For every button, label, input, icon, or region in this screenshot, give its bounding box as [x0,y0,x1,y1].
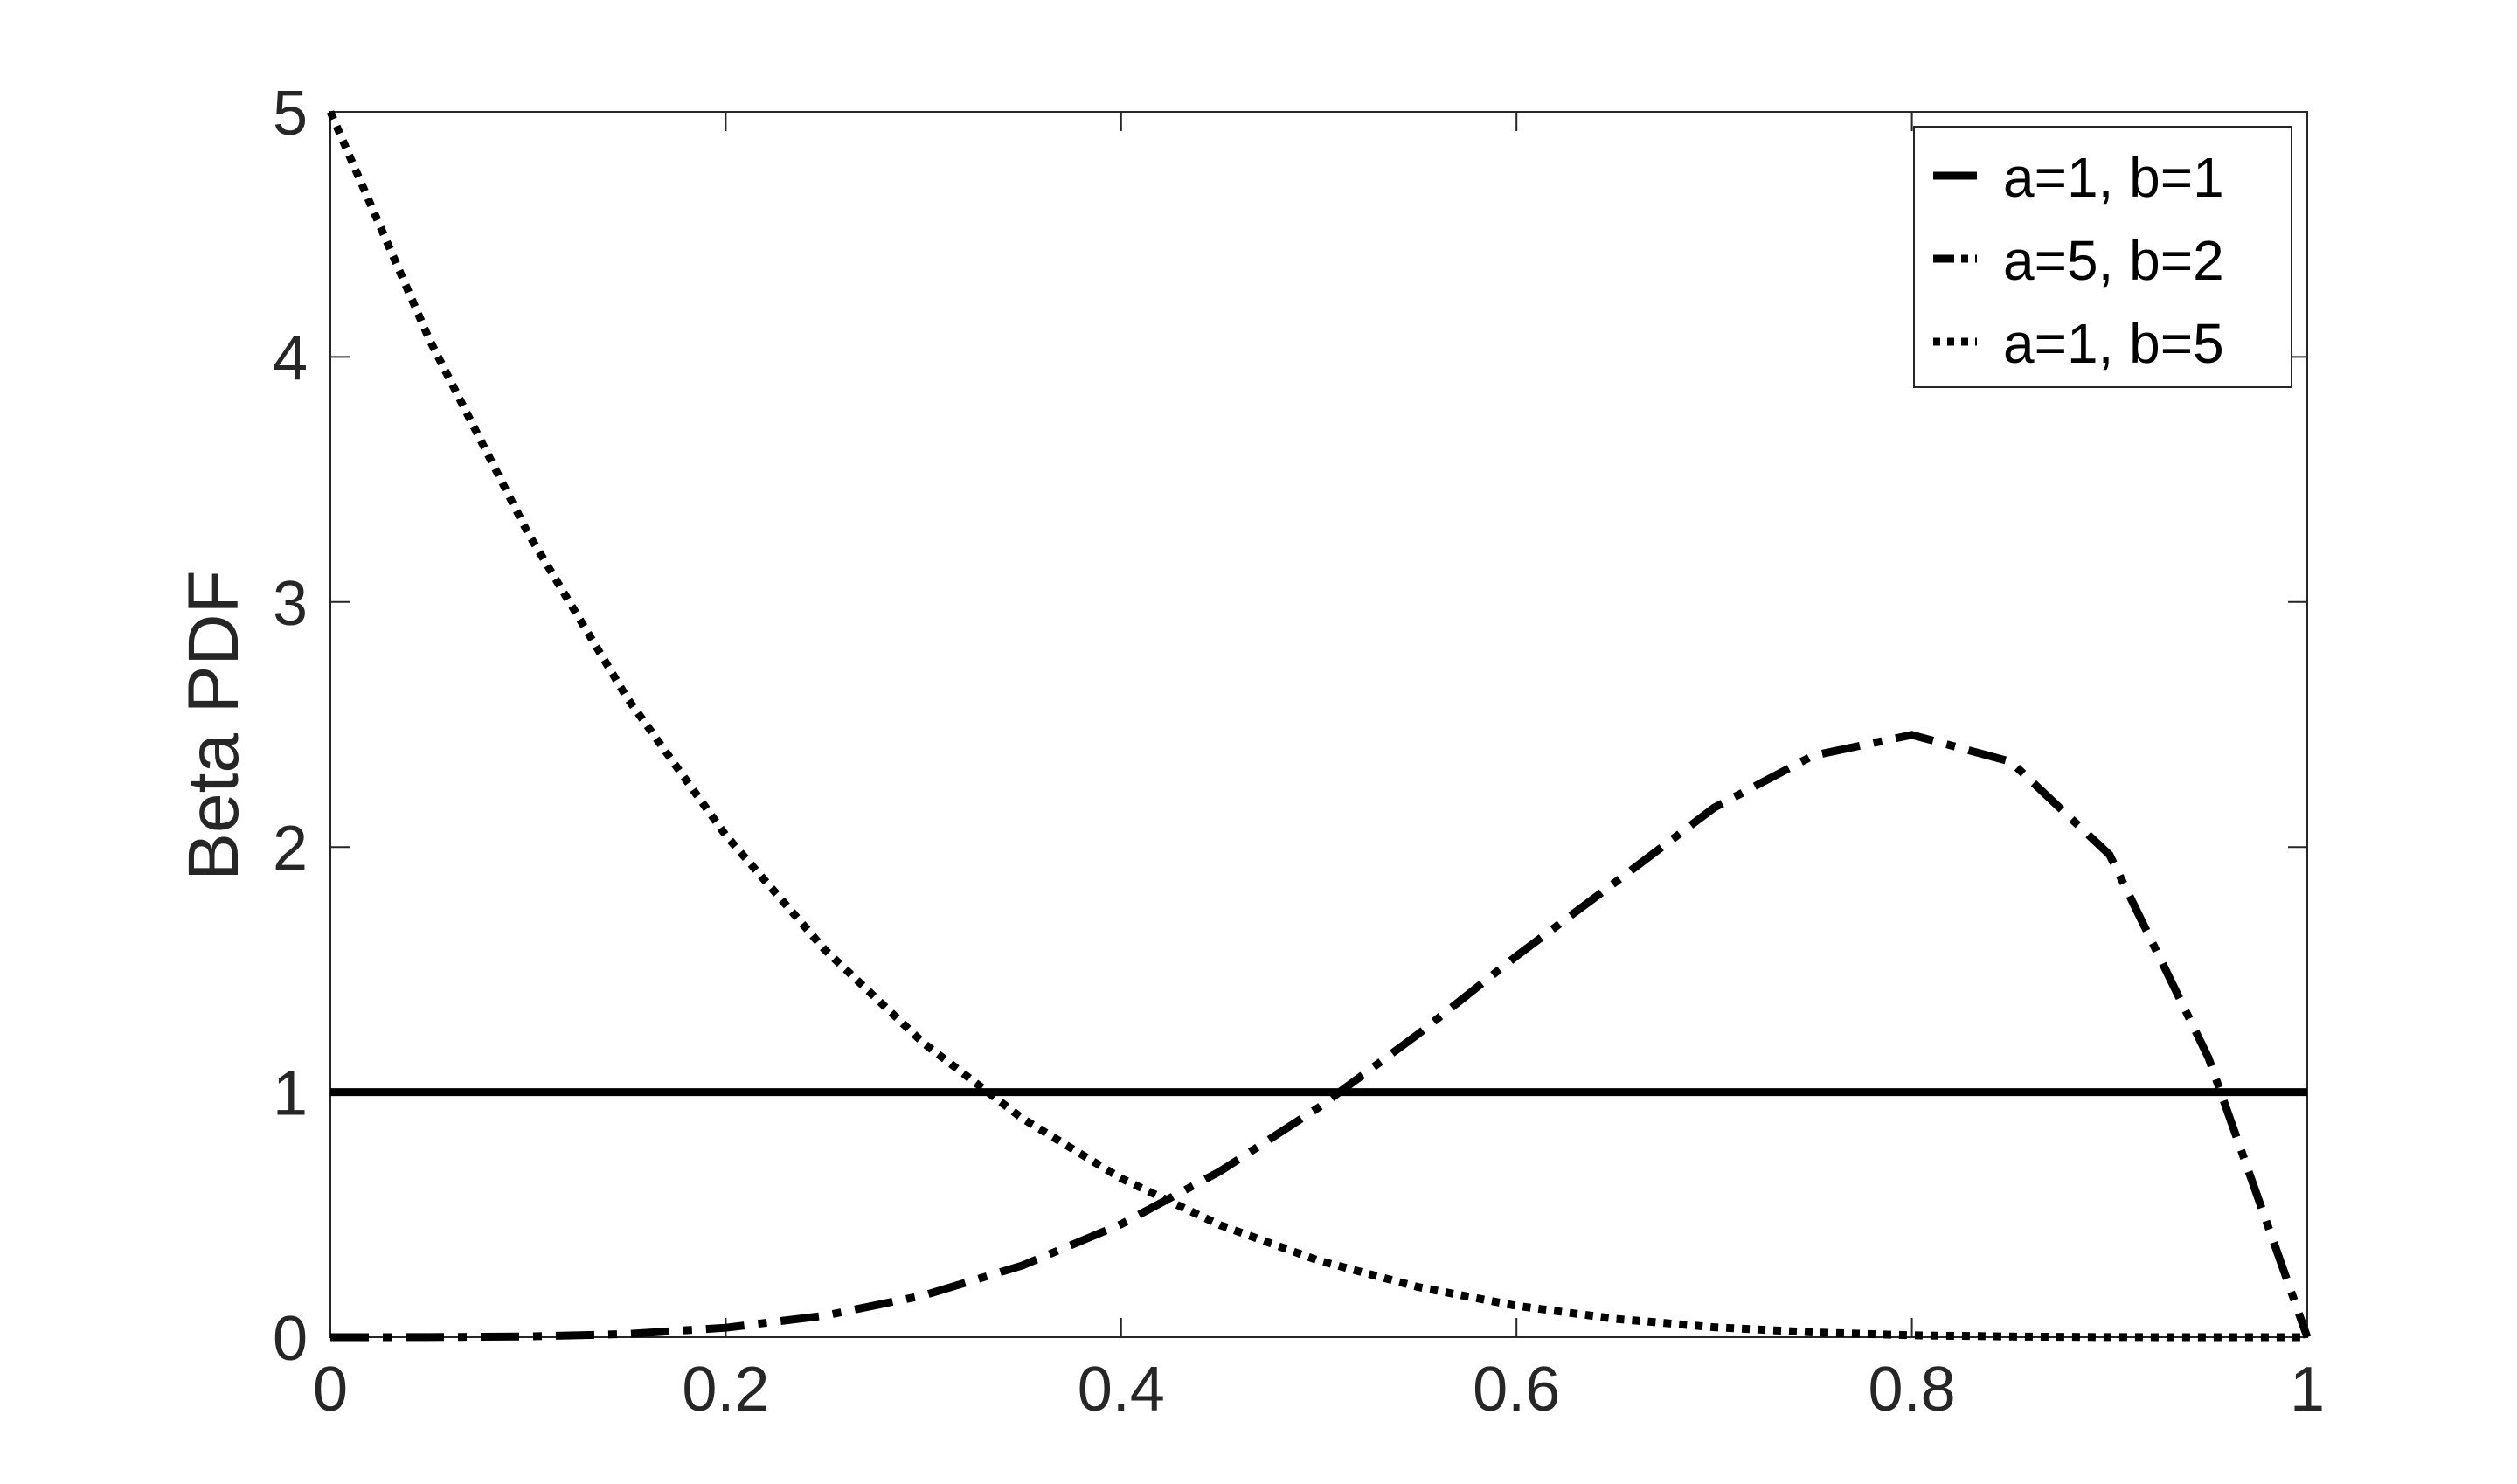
series-line [326,110,2307,1342]
y-axis-label: Beta PDF [174,570,253,880]
legend-entry-label: a=5, b=2 [2003,229,2224,292]
y-tick-label: 3 [273,569,308,639]
legend-entry-label: a=1, b=1 [2003,146,2224,209]
series-lines [326,110,2312,1342]
y-tick-label: 4 [273,323,308,393]
x-tick-label: 1 [2290,1355,2325,1425]
tick-labels: 0 0.2 0.4 0.6 0.8 1 0 1 2 3 4 5 [273,79,2325,1425]
x-tick-label: 0.6 [1473,1355,1560,1425]
x-tick-label: 0.8 [1869,1355,1956,1425]
y-tick-label: 0 [273,1304,308,1374]
x-tick-label: 0.4 [1078,1355,1165,1425]
x-tick-label: 0 [313,1355,348,1425]
legend-entry-label: a=1, b=5 [2003,312,2224,375]
y-tick-label: 2 [273,814,308,884]
y-tick-label: 1 [273,1059,308,1129]
legend: a=1, b=1 a=5, b=2 a=1, b=5 [1913,126,2292,388]
series-line [329,731,2312,1342]
x-tick-label: 0.2 [682,1355,769,1425]
y-tick-label: 5 [273,79,308,149]
